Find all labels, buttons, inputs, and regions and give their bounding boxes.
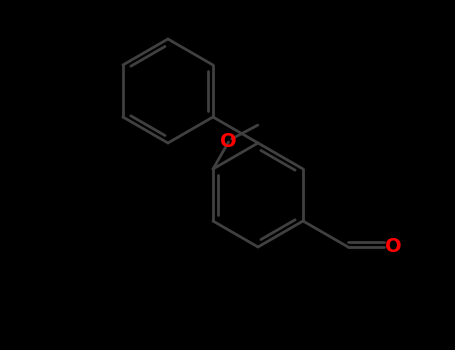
- Text: O: O: [220, 133, 237, 152]
- Text: O: O: [385, 238, 402, 257]
